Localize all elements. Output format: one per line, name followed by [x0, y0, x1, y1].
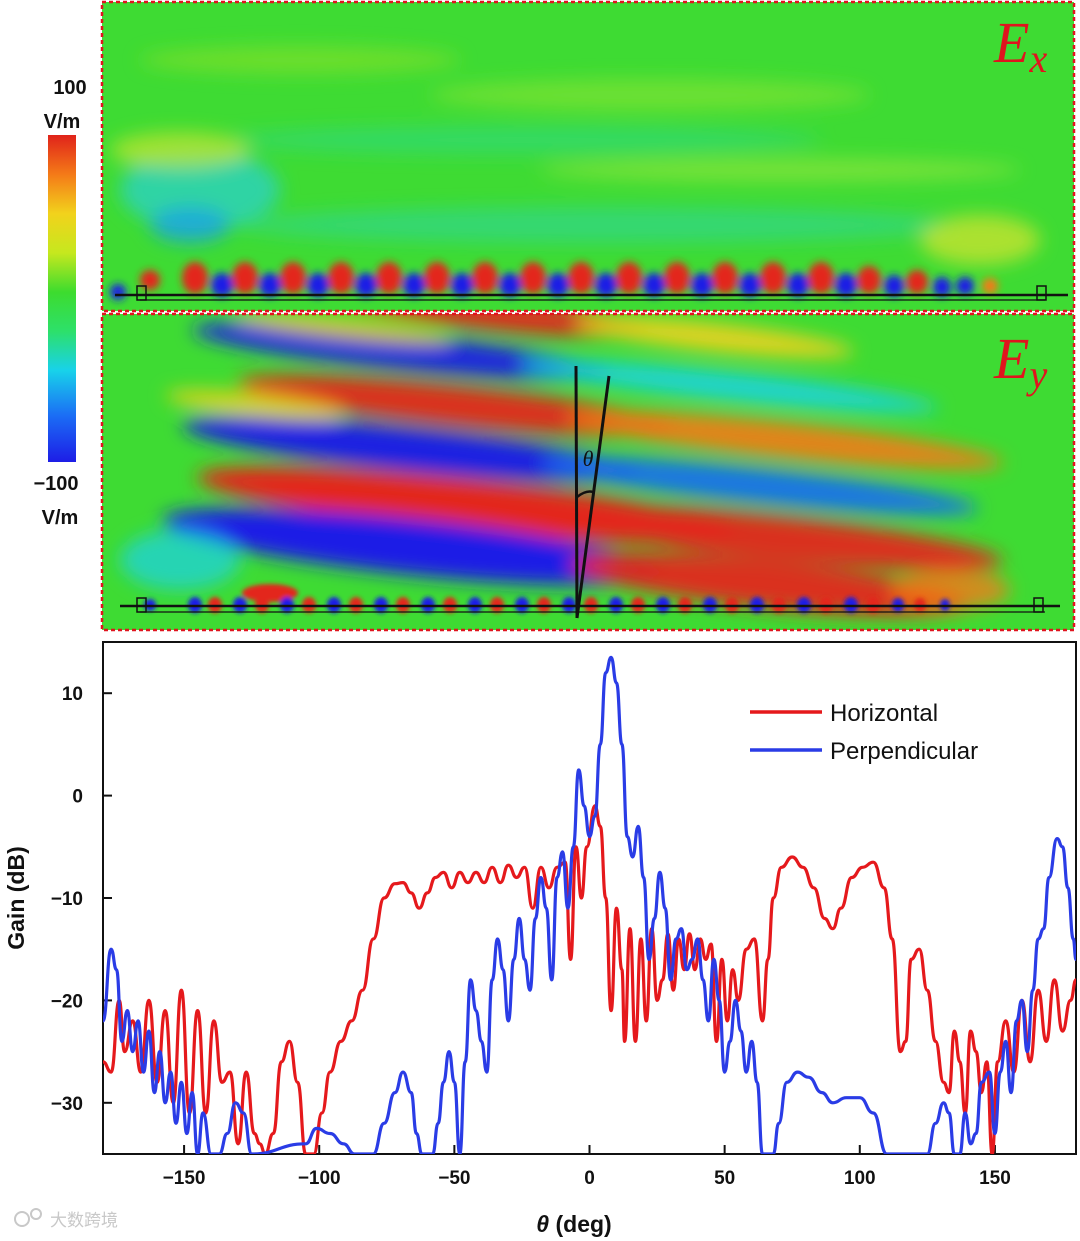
series-line-perpendicular: [103, 655, 1076, 1154]
colorbar-min-value: −100: [33, 473, 78, 495]
x-tick-label: 100: [844, 1168, 876, 1189]
series-line-horizontal: [103, 804, 1076, 1154]
ex-panel-border: [100, 0, 1076, 313]
ex-panel-label: Ex: [993, 10, 1047, 81]
y-tick-label: −30: [51, 1094, 83, 1115]
ey-panel-label: Ey: [993, 326, 1047, 397]
colorbar-max-value: 100: [53, 77, 86, 99]
colorbar-max-unit: V/m: [44, 111, 81, 133]
legend-label-perpendicular: Perpendicular: [830, 738, 978, 765]
y-tick-label: 10: [62, 684, 83, 705]
ex-field-waves: [110, 46, 1040, 265]
theta-symbol: θ: [583, 446, 594, 471]
x-tick-label: 150: [979, 1168, 1011, 1189]
x-tick-label: −100: [298, 1168, 341, 1189]
ey-panel-border: [100, 312, 1076, 632]
watermark-logo-icon: [14, 1211, 30, 1227]
colorbar: 100 V/m −100 V/m: [33, 77, 86, 529]
x-tick-label: −150: [163, 1168, 206, 1189]
watermark-text: 大数跨境: [50, 1211, 118, 1231]
y-tick-label: 0: [72, 787, 83, 808]
ey-field-waves: [120, 314, 1010, 617]
legend: Horizontal Perpendicular: [750, 700, 978, 765]
beam-angle-marker: θ: [574, 365, 611, 619]
x-axis-title: θ (deg): [536, 1211, 611, 1237]
colorbar-min-unit: V/m: [42, 507, 79, 529]
ex-field-panel: Ex: [100, 0, 1076, 313]
y-axis-title: Gain (dB): [3, 846, 29, 950]
plot-frame: [102, 641, 1077, 1155]
series-layer: [103, 655, 1076, 1154]
legend-label-horizontal: Horizontal: [830, 700, 938, 727]
y-tick-label: −10: [51, 889, 83, 910]
ex-surface-lobes: [110, 262, 998, 300]
x-tick-label: 50: [714, 1168, 735, 1189]
ey-field-panel: θ Ey: [100, 312, 1076, 632]
x-tick-label: 0: [584, 1168, 595, 1189]
y-tick-label: −20: [51, 991, 83, 1012]
colorbar-scale: [48, 135, 76, 462]
x-tick-label: −50: [438, 1168, 470, 1189]
watermark: 大数跨境: [14, 1208, 118, 1231]
